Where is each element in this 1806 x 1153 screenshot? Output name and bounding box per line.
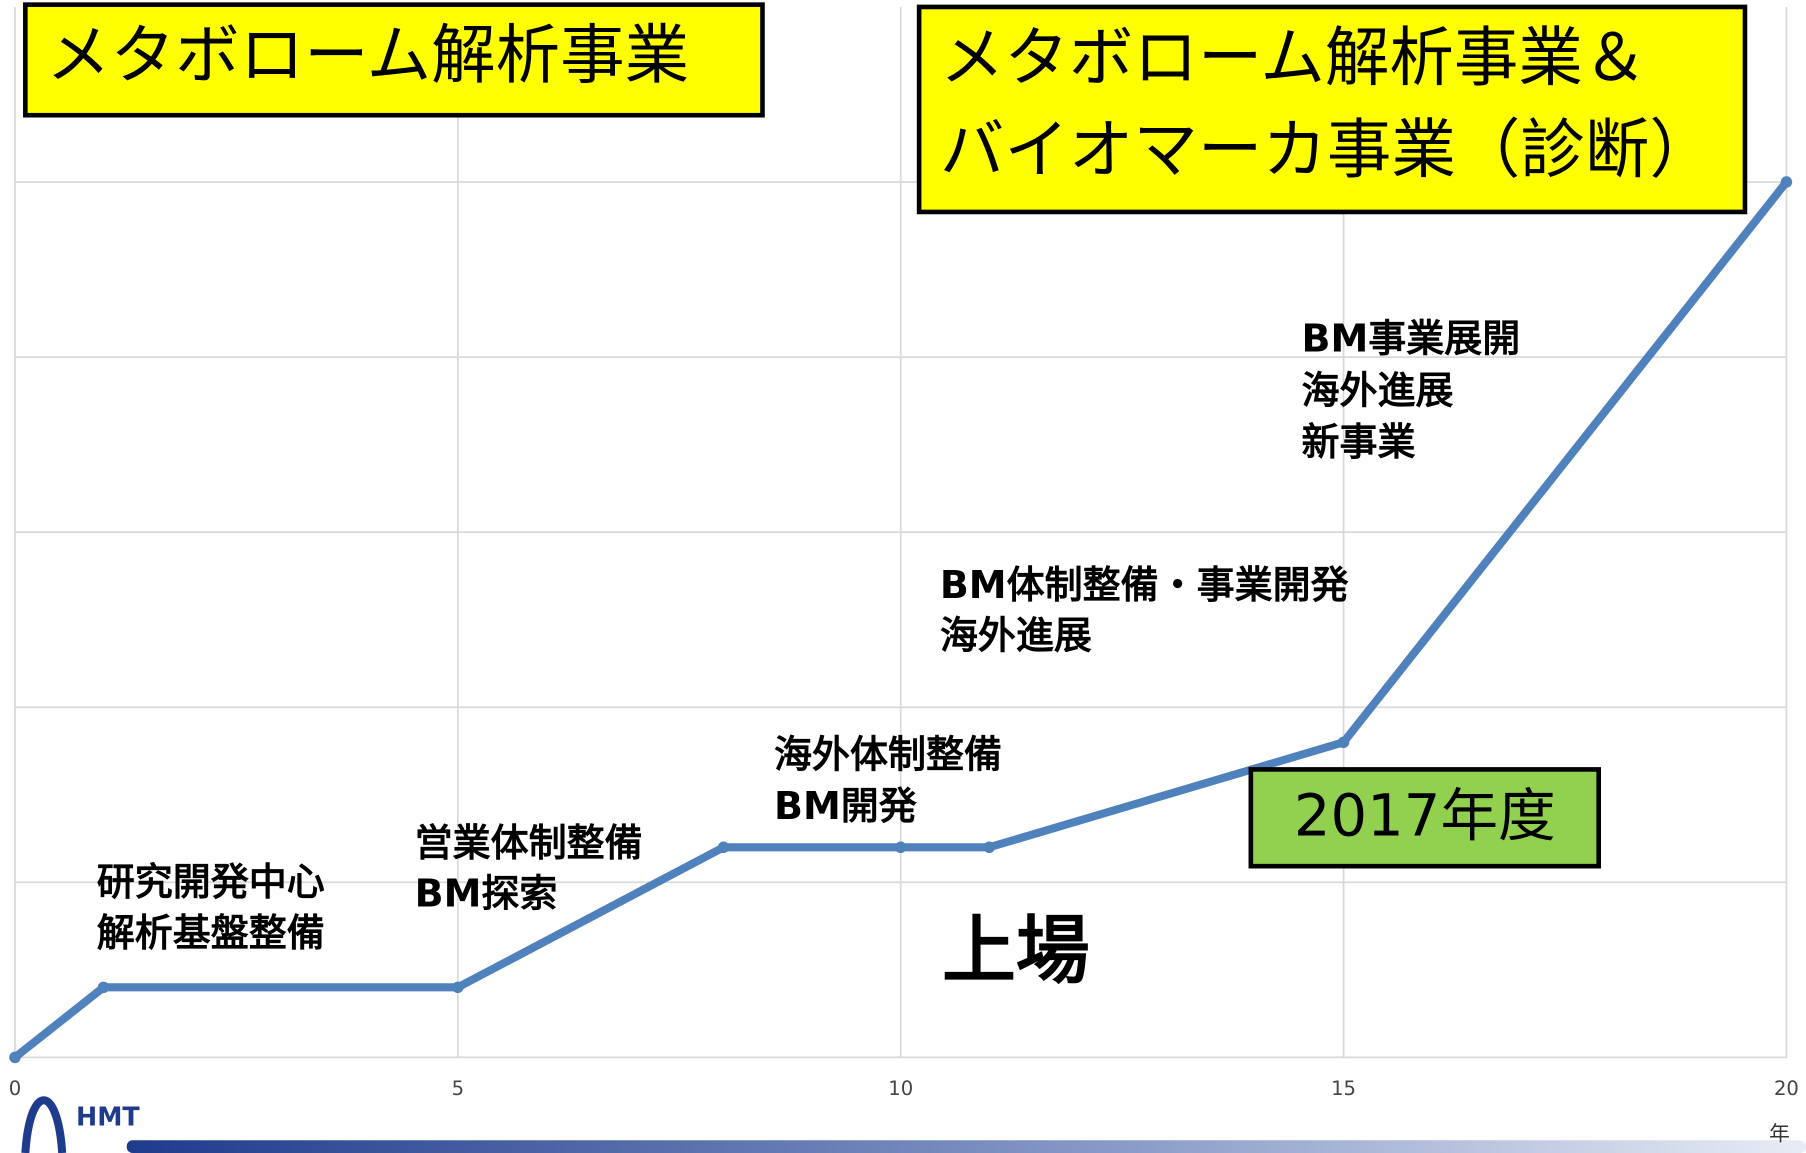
logo-arch — [21, 1096, 67, 1153]
box-label: 2017年度 — [1294, 783, 1556, 850]
annotation: BM体制整備・事業開発 — [940, 563, 1350, 607]
annotation: 研究開発中心 — [97, 860, 325, 904]
data-point — [983, 841, 996, 854]
annotation: BM探索 — [415, 872, 558, 916]
annotation: BM事業展開 — [1302, 316, 1521, 360]
x-unit: 年 — [1769, 1122, 1790, 1146]
label-box — [1248, 767, 1601, 869]
x-tick-label: 5 — [452, 1077, 464, 1100]
label-box — [916, 4, 1748, 215]
data-point — [717, 841, 730, 854]
box-label: バイオマーカ事業（診断） — [940, 113, 1714, 188]
x-tick-label: 0 — [9, 1077, 21, 1100]
annotation: 海外進展 — [1302, 368, 1454, 412]
data-point — [9, 1051, 21, 1064]
x-tick-label: 20 — [1774, 1077, 1799, 1100]
label-box — [23, 2, 765, 118]
annotation: 海外進展 — [940, 614, 1092, 658]
data-point — [894, 841, 907, 854]
plot — [9, 176, 1793, 1064]
logo-text: HMT — [76, 1101, 140, 1131]
data-point — [452, 981, 464, 994]
annotation: BM開発 — [774, 784, 918, 828]
annotation: 解析基盤整備 — [97, 911, 325, 955]
data-point — [1780, 176, 1793, 188]
box-label: メタボローム解析事業＆ — [940, 21, 1648, 96]
data-point — [1337, 736, 1350, 749]
box-label: メタボローム解析事業 — [46, 19, 689, 94]
annotation: 上場 — [942, 909, 1089, 994]
annotation: 海外体制整備 — [774, 732, 1002, 776]
data-point — [97, 981, 110, 994]
x-tick-label: 15 — [1331, 1077, 1356, 1100]
x-tick-label: 10 — [888, 1077, 913, 1100]
annotation: 営業体制整備 — [415, 821, 643, 865]
logo-bar — [126, 1140, 1806, 1153]
data-line — [10, 177, 1791, 1062]
annotation: 新事業 — [1302, 420, 1416, 464]
grid: 0 5 10 15 20 — [9, 6, 1799, 1100]
